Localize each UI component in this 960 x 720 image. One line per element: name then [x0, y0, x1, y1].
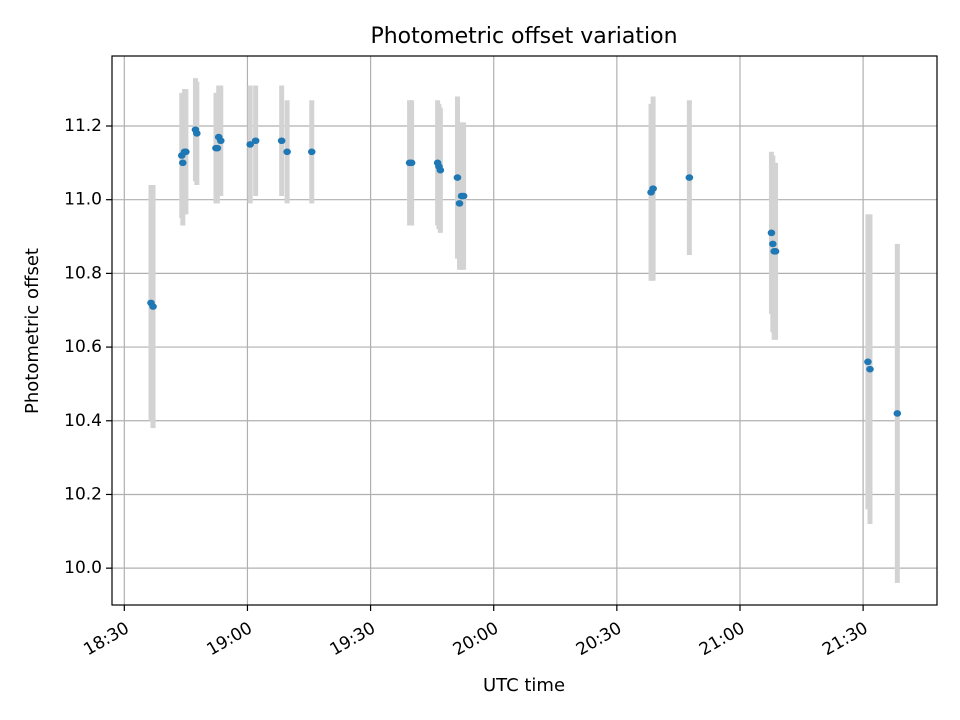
data-point — [216, 137, 225, 145]
x-tick-label: 18:30 — [80, 618, 132, 660]
chart-title: Photometric offset variation — [370, 24, 677, 49]
data-point — [251, 137, 260, 145]
data-point — [193, 130, 201, 137]
data-point — [864, 358, 872, 366]
error-bars — [148, 78, 900, 583]
x-axis-label: UTC time — [483, 675, 565, 696]
data-point — [179, 159, 187, 167]
y-axis-label: Photometric offset — [22, 248, 43, 414]
y-tick-label: 10.0 — [64, 558, 102, 578]
x-tick-label: 20:30 — [573, 618, 625, 660]
data-point — [407, 159, 416, 167]
data-point — [767, 229, 776, 237]
x-tick-label: 19:30 — [327, 618, 379, 660]
y-tick-label: 10.2 — [64, 484, 102, 504]
plot-frame — [111, 55, 938, 606]
y-tick-label: 10.8 — [64, 263, 102, 283]
data-point — [436, 166, 445, 174]
data-point — [771, 247, 780, 255]
y-tick-label: 11.0 — [64, 190, 102, 210]
y-tick-label: 10.6 — [64, 337, 102, 357]
data-point — [307, 148, 316, 156]
data-point — [283, 148, 291, 156]
data-point — [685, 174, 694, 181]
data-point — [769, 240, 777, 248]
data-point — [149, 303, 157, 310]
data-point — [893, 410, 902, 417]
data-point — [649, 185, 657, 192]
x-tick-label: 21:00 — [696, 618, 748, 660]
x-tick-label: 21:30 — [819, 618, 871, 660]
grid-lines — [112, 56, 937, 605]
x-tick-label: 20:00 — [450, 618, 502, 660]
data-point — [459, 192, 468, 200]
data-point — [246, 141, 254, 148]
x-tick-label: 19:00 — [203, 618, 255, 660]
data-point — [453, 174, 462, 181]
data-point — [213, 144, 222, 152]
data-points — [147, 126, 902, 417]
data-point — [182, 148, 190, 156]
y-tick-label: 10.4 — [64, 411, 102, 431]
data-point — [277, 137, 286, 145]
data-point — [866, 365, 874, 373]
y-tick-label: 11.2 — [64, 116, 102, 136]
data-point — [455, 200, 464, 207]
